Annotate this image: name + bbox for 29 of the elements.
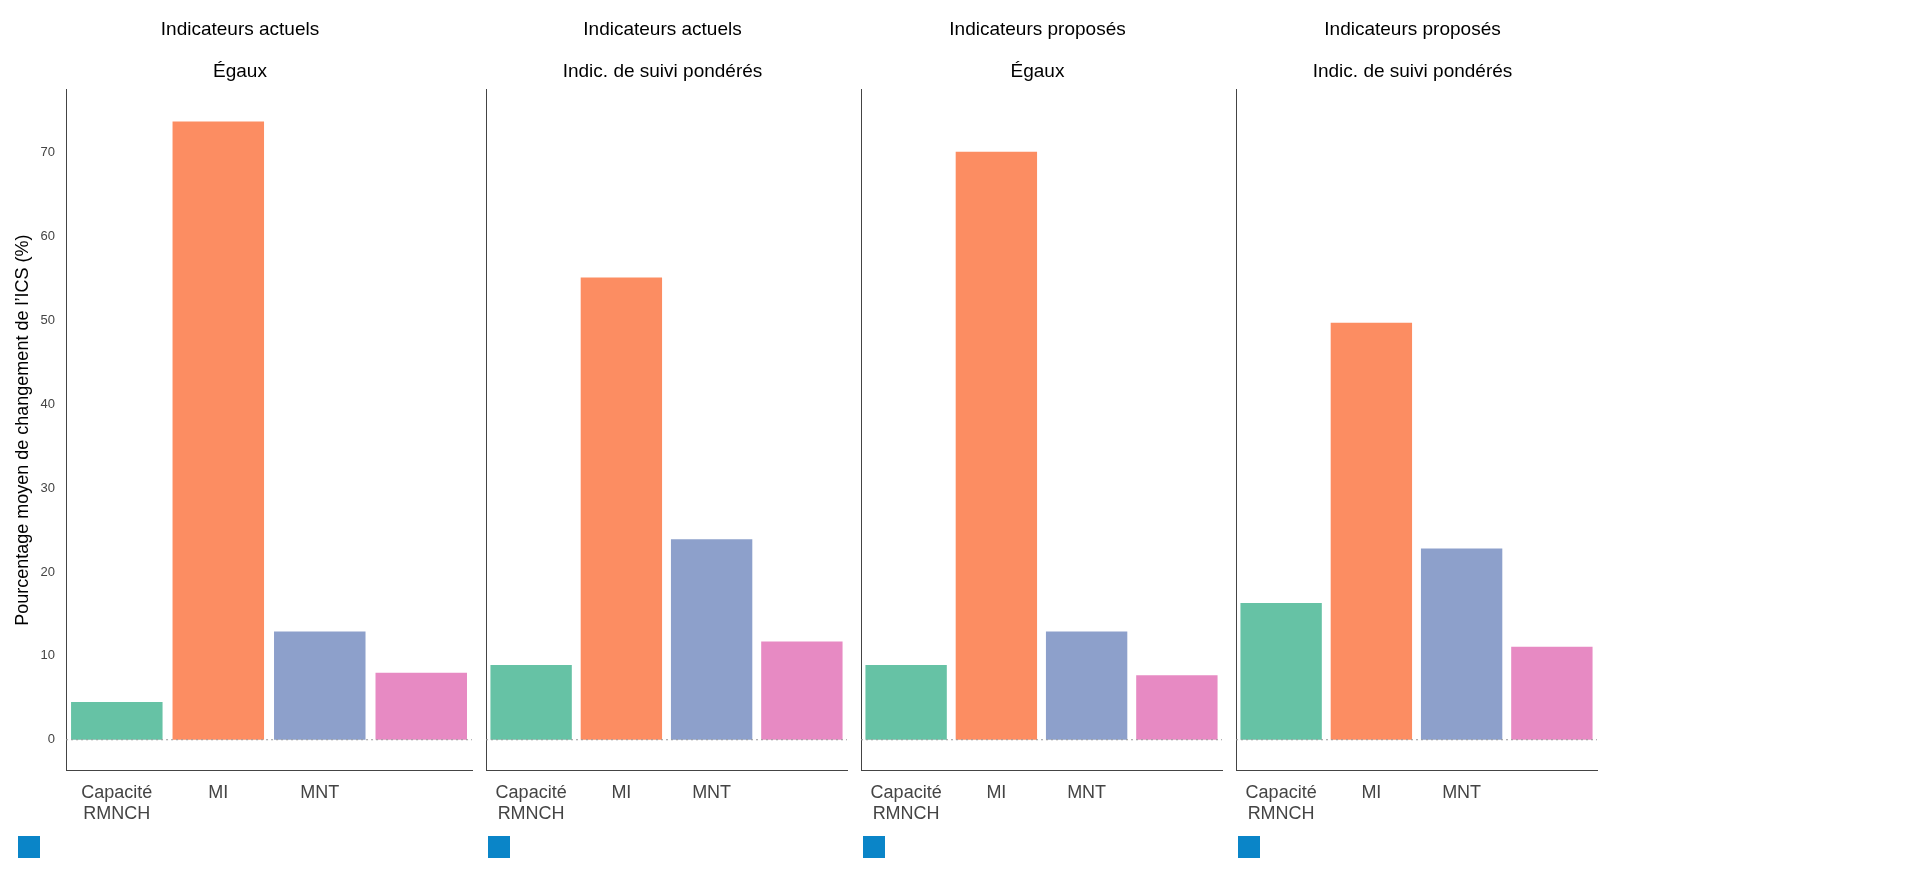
y-tick-label: 20 xyxy=(40,563,56,579)
x-tick-label: MNT xyxy=(1442,781,1482,802)
y-tick-label: 0 xyxy=(47,731,56,747)
x-tick-label: MI xyxy=(1361,781,1382,802)
chart-title: Indicateurs proposés xyxy=(1324,17,1501,39)
x-tick-label: Capacité RMNCH xyxy=(495,781,567,824)
x-tick-label: MI xyxy=(208,781,229,802)
y-tick-label: 10 xyxy=(40,647,56,663)
y-tick-label: 30 xyxy=(40,479,56,495)
y-tick-label: 60 xyxy=(40,227,56,243)
chart-title: Indicateurs actuels xyxy=(583,17,742,39)
x-tick-label: Capacité RMNCH xyxy=(870,781,942,824)
x-tick-label: Capacité RMNCH xyxy=(1245,781,1317,824)
chart-subtitle: Égaux xyxy=(213,60,268,82)
chart-subtitle: Indic. de suivi pondérés xyxy=(1312,60,1513,82)
chart-subtitle: Indic. de suivi pondérés xyxy=(562,60,763,82)
x-tick-label: MNT xyxy=(692,781,732,802)
x-tick-label: MI xyxy=(611,781,632,802)
x-tick-label: Capacité RMNCH xyxy=(81,781,153,824)
chart-subtitle: Égaux xyxy=(1010,60,1065,82)
x-tick-label: MI xyxy=(986,781,1007,802)
y-axis-title: Pourcentage moyen de changement de l’ICS (%) xyxy=(11,234,32,626)
x-tick-label: MNT xyxy=(1067,781,1107,802)
chart-title: Indicateurs proposés xyxy=(949,17,1126,39)
y-tick-label: 70 xyxy=(40,144,56,160)
chart-title: Indicateurs actuels xyxy=(160,17,320,39)
y-tick-label: 50 xyxy=(40,311,56,327)
y-tick-label: 40 xyxy=(40,395,56,411)
x-tick-label: MNT xyxy=(300,781,340,802)
